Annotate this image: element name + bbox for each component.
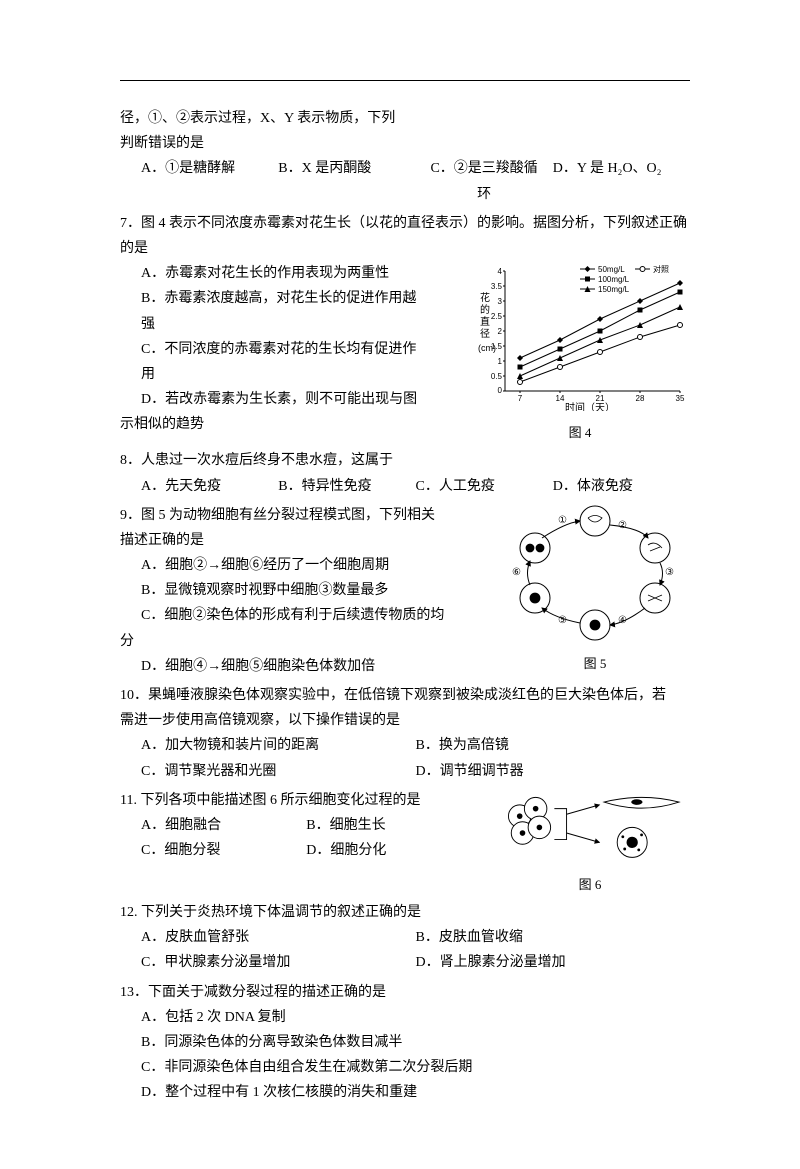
svg-text:⑤: ⑤: [558, 615, 567, 626]
q6-option-d: D．Y 是 H₂O、O₂: [553, 156, 690, 206]
q10-stem-line2: 需进一步使用高倍镜观察，以下操作错误的是: [120, 708, 690, 733]
figure-6: 图 6: [490, 788, 690, 896]
q9-block: ②③④ ⑤⑥① 图 5 9．图 5 为动物细胞有丝分裂过程模式图，下列相关 描述…: [120, 503, 690, 679]
q10-option-c: C．调节聚光器和光圈: [141, 759, 416, 784]
figure-4: 00.51 1.522.5 33.54 71421 2835: [470, 261, 690, 444]
q6-option-c-line1: C．②是三羧酸循: [430, 161, 537, 176]
svg-text:2.5: 2.5: [491, 312, 503, 321]
q8-stem-text: 人患过一次水痘后终身不患水痘，这属于: [141, 453, 393, 468]
q7-stem: 7．图 4 表示不同浓度赤霉素对花生长（以花的直径表示）的影响。据图分析，下列叙…: [120, 211, 690, 261]
q9-number: 9．: [120, 508, 141, 523]
chart-fig4: 00.51 1.522.5 33.54 71421 2835: [470, 261, 690, 411]
diagram-fig5: ② ③ ④ ⑤ ⑥ ①: [500, 503, 690, 643]
figure-6-caption: 图 6: [490, 873, 690, 896]
svg-text:(cm): (cm): [478, 343, 496, 353]
q8-option-b: B．特异性免疫: [278, 474, 415, 499]
q10-option-a: A．加大物镜和装片间的距离: [141, 733, 416, 758]
q12-stem: 12. 下列关于炎热环境下体温调节的叙述正确的是: [120, 900, 690, 925]
q10-option-d: D．调节细调节器: [416, 759, 691, 784]
svg-text:50mg/L: 50mg/L: [598, 265, 625, 274]
q11-option-d: D．细胞分化: [306, 838, 471, 863]
svg-text:3: 3: [498, 297, 503, 306]
svg-text:35: 35: [676, 394, 685, 403]
q6-carry-line1: 径，①、②表示过程，X、Y 表示物质，下列: [120, 106, 690, 131]
q8-stem: 8．人患过一次水痘后终身不患水痘，这属于: [120, 448, 690, 473]
q11-block: 图 6 11. 下列各项中能描述图 6 所示细胞变化过程的是 A．细胞融合 B．…: [120, 788, 690, 896]
svg-text:①: ①: [558, 515, 567, 526]
svg-text:对照: 对照: [653, 264, 669, 274]
q13-stem-text: 下面关于减数分裂过程的描述正确的是: [148, 985, 386, 1000]
q13-block: 13．下面关于减数分裂过程的描述正确的是 A．包括 2 次 DNA 复制 B．同…: [120, 980, 690, 1106]
q13-option-d: D．整个过程中有 1 次核仁核膜的消失和重建: [120, 1080, 690, 1105]
q10-stem-text1: 果蝇唾液腺染色体观察实验中，在低倍镜下观察到被染成淡红色的巨大染色体后，若: [148, 688, 666, 703]
q6-carry-line2: 判断错误的是: [120, 131, 690, 156]
svg-text:④: ④: [618, 615, 627, 626]
q9-stem-text1: 图 5 为动物细胞有丝分裂过程模式图，下列相关: [141, 508, 435, 523]
q12-option-b: B．皮肤血管收缩: [416, 925, 691, 950]
q7-block: 7．图 4 表示不同浓度赤霉素对花生长（以花的直径表示）的影响。据图分析，下列叙…: [120, 211, 690, 445]
q8-option-d: D．体液免疫: [553, 474, 690, 499]
q11-number: 11.: [120, 793, 137, 808]
q6-block: 径，①、②表示过程，X、Y 表示物质，下列 判断错误的是 A．①是糖酵解 B．X…: [120, 106, 690, 207]
q13-option-a: A．包括 2 次 DNA 复制: [120, 1005, 690, 1030]
svg-text:28: 28: [636, 394, 645, 403]
svg-text:4: 4: [498, 267, 503, 276]
svg-text:0.5: 0.5: [491, 372, 503, 381]
figure-5: ② ③ ④ ⑤ ⑥ ① 图 5: [500, 503, 690, 676]
q11-option-c: C．细胞分裂: [141, 838, 306, 863]
figure-4-caption: 图 4: [470, 421, 690, 444]
svg-text:③: ③: [665, 567, 674, 578]
svg-text:1: 1: [498, 357, 503, 366]
svg-text:的: 的: [480, 303, 490, 316]
svg-text:150mg/L: 150mg/L: [598, 285, 630, 294]
q12-option-a: A．皮肤血管舒张: [141, 925, 416, 950]
q6-option-c: C．②是三羧酸循 环: [416, 156, 553, 206]
q12-number: 12.: [120, 905, 138, 920]
q8-option-a: A．先天免疫: [141, 474, 278, 499]
q8-number: 8．: [120, 453, 141, 468]
q11-option-b: B．细胞生长: [306, 813, 471, 838]
q13-number: 13．: [120, 985, 148, 1000]
q7-number: 7．: [120, 216, 141, 231]
svg-text:3.5: 3.5: [491, 282, 503, 291]
figure-5-caption: 图 5: [500, 652, 690, 675]
svg-text:径: 径: [480, 327, 490, 340]
q11-stem-text: 下列各项中能描述图 6 所示细胞变化过程的是: [137, 793, 421, 808]
q8-option-c: C．人工免疫: [416, 474, 553, 499]
svg-text:⑥: ⑥: [512, 567, 521, 578]
q10-option-b: B．换为高倍镜: [416, 733, 691, 758]
q13-option-c: C．非同源染色体自由组合发生在减数第二次分裂后期: [120, 1055, 690, 1080]
svg-text:②: ②: [618, 520, 627, 531]
q7-stem-text: 图 4 表示不同浓度赤霉素对花生长（以花的直径表示）的影响。据图分析，下列叙述正…: [120, 216, 687, 256]
q10-stem-line1: 10．果蝇唾液腺染色体观察实验中，在低倍镜下观察到被染成淡红色的巨大染色体后，若: [120, 683, 690, 708]
q13-stem: 13．下面关于减数分裂过程的描述正确的是: [120, 980, 690, 1005]
svg-text:2: 2: [498, 327, 503, 336]
q6-option-a: A．①是糖酵解: [141, 156, 278, 206]
diagram-fig6: [490, 788, 690, 863]
q10-number: 10．: [120, 688, 148, 703]
svg-text:14: 14: [556, 394, 565, 403]
q11-option-a: A．细胞融合: [141, 813, 306, 838]
page-top-divider: [120, 80, 690, 81]
svg-text:直: 直: [480, 315, 490, 328]
svg-text:花: 花: [480, 291, 490, 304]
q6-option-c-line2: 环: [477, 182, 491, 207]
q12-stem-text: 下列关于炎热环境下体温调节的叙述正确的是: [138, 905, 422, 920]
q12-block: 12. 下列关于炎热环境下体温调节的叙述正确的是 A．皮肤血管舒张 B．皮肤血管…: [120, 900, 690, 976]
svg-text:21: 21: [596, 394, 605, 403]
svg-text:0: 0: [498, 386, 503, 395]
svg-text:7: 7: [518, 394, 523, 403]
q13-option-b: B．同源染色体的分离导致染色体数目减半: [120, 1030, 690, 1055]
q10-block: 10．果蝇唾液腺染色体观察实验中，在低倍镜下观察到被染成淡红色的巨大染色体后，若…: [120, 683, 690, 784]
q12-option-d: D．肾上腺素分泌量增加: [416, 950, 691, 975]
q12-option-c: C．甲状腺素分泌量增加: [141, 950, 416, 975]
svg-text:时间（天）: 时间（天）: [565, 401, 615, 411]
q6-option-b: B．X 是丙酮酸: [278, 156, 415, 206]
svg-text:100mg/L: 100mg/L: [598, 275, 630, 284]
q8-block: 8．人患过一次水痘后终身不患水痘，这属于 A．先天免疫 B．特异性免疫 C．人工…: [120, 448, 690, 498]
